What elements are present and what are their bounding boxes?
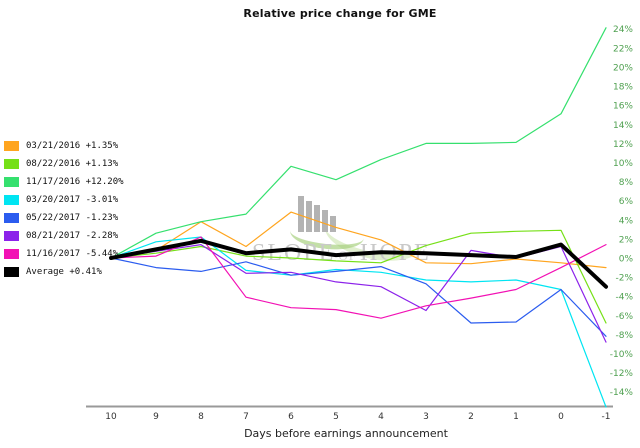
series-line-11/17/2016 [110, 27, 607, 259]
logo-bar [298, 196, 304, 232]
y-tick-label: 2% [619, 235, 634, 245]
y-tick-label: 12% [613, 140, 633, 150]
x-tick-label: 9 [153, 412, 159, 422]
legend-label: 05/22/2017 -1.23% [26, 213, 119, 223]
watermark-logo-bars [298, 196, 338, 232]
legend-item: 11/16/2017 -5.44% [4, 245, 124, 263]
legend-swatch [4, 141, 19, 151]
x-tick-label: 2 [468, 412, 474, 422]
legend-swatch [4, 213, 19, 223]
legend-label: 08/22/2016 +1.13% [26, 159, 119, 169]
x-tick-label: 6 [288, 412, 294, 422]
chart-title: Relative price change for GME [243, 7, 437, 20]
y-tick-label: -12% [610, 369, 634, 379]
x-tick-label: 5 [333, 412, 339, 422]
y-tick-label: 16% [613, 102, 633, 112]
y-tick-label: 8% [619, 178, 634, 188]
legend-item: 11/17/2016 +12.20% [4, 173, 124, 191]
legend-swatch [4, 267, 19, 277]
series-line-Average [109, 238, 608, 289]
y-tick-label: 24% [613, 25, 633, 35]
y-tick-label: 0% [619, 255, 634, 265]
legend-label: 11/17/2016 +12.20% [26, 177, 124, 187]
legend-swatch [4, 249, 19, 259]
series-lines [109, 27, 608, 408]
legend-swatch [4, 195, 19, 205]
series-line-08/22/2016 [110, 229, 607, 324]
y-tick-label: -4% [615, 293, 633, 303]
series-line-03/21/2016 [110, 211, 607, 269]
y-tick-label: 20% [613, 63, 633, 73]
legend-swatch [4, 177, 19, 187]
legend-item: 03/21/2016 +1.35% [4, 137, 124, 155]
y-tick-label: -14% [610, 388, 634, 398]
legend-label: Average +0.41% [26, 267, 102, 277]
legend-item: 03/20/2017 -3.01% [4, 191, 124, 209]
x-axis-title: Days before earnings announcement [244, 427, 448, 440]
y-tick-label: -2% [615, 274, 633, 284]
series-line-05/22/2017 [110, 257, 607, 337]
legend: 03/21/2016 +1.35% 08/22/2016 +1.13% 11/17/… [4, 137, 124, 281]
legend-swatch [4, 159, 19, 169]
y-tick-label: -6% [615, 312, 633, 322]
x-tick-label: 1 [513, 412, 519, 422]
x-tick-label: 0 [558, 412, 564, 422]
legend-label: 11/16/2017 -5.44% [26, 249, 119, 259]
legend-item: 05/22/2017 -1.23% [4, 209, 124, 227]
x-tick-label: 8 [198, 412, 204, 422]
series-line-11/16/2017 [110, 236, 607, 319]
series-line-03/20/2017 [110, 236, 607, 408]
logo-bar [330, 216, 336, 232]
x-tick-label: 7 [243, 412, 249, 422]
legend-item: Average +0.41% [4, 263, 124, 281]
logo-bar [314, 205, 320, 232]
watermark-logo [288, 194, 428, 269]
y-tick-label: 10% [613, 159, 633, 169]
y-tick-label: -10% [610, 350, 634, 360]
x-tick-label: 4 [378, 412, 384, 422]
x-tick-label: 10 [105, 412, 117, 422]
legend-label: 03/21/2016 +1.35% [26, 141, 119, 151]
y-tick-label: 22% [613, 44, 633, 54]
legend-item: 08/21/2017 -2.28% [4, 227, 124, 245]
y-axis: 24% 22% 20% 18% 16% 14% 12% 10% 8% 6% 4% 2% 0% -2% -4%… [610, 25, 634, 398]
logo-bar [322, 210, 328, 232]
x-axis: 10 9 8 7 6 5 4 3 2 1 0 -1 [86, 405, 613, 422]
logo-bar [306, 201, 312, 232]
x-tick-label: -1 [602, 412, 611, 422]
legend-swatch [4, 231, 19, 241]
x-tick-label: 3 [423, 412, 429, 422]
legend-item: 08/22/2016 +1.13% [4, 155, 124, 173]
y-tick-label: 4% [619, 216, 634, 226]
legend-label: 08/21/2017 -2.28% [26, 231, 119, 241]
y-tick-label: 18% [613, 83, 633, 93]
y-tick-label: -8% [615, 331, 633, 341]
legend-label: 03/20/2017 -3.01% [26, 195, 119, 205]
y-tick-label: 6% [619, 197, 634, 207]
y-tick-label: 14% [613, 121, 633, 131]
series-line-08/21/2017 [110, 244, 607, 343]
